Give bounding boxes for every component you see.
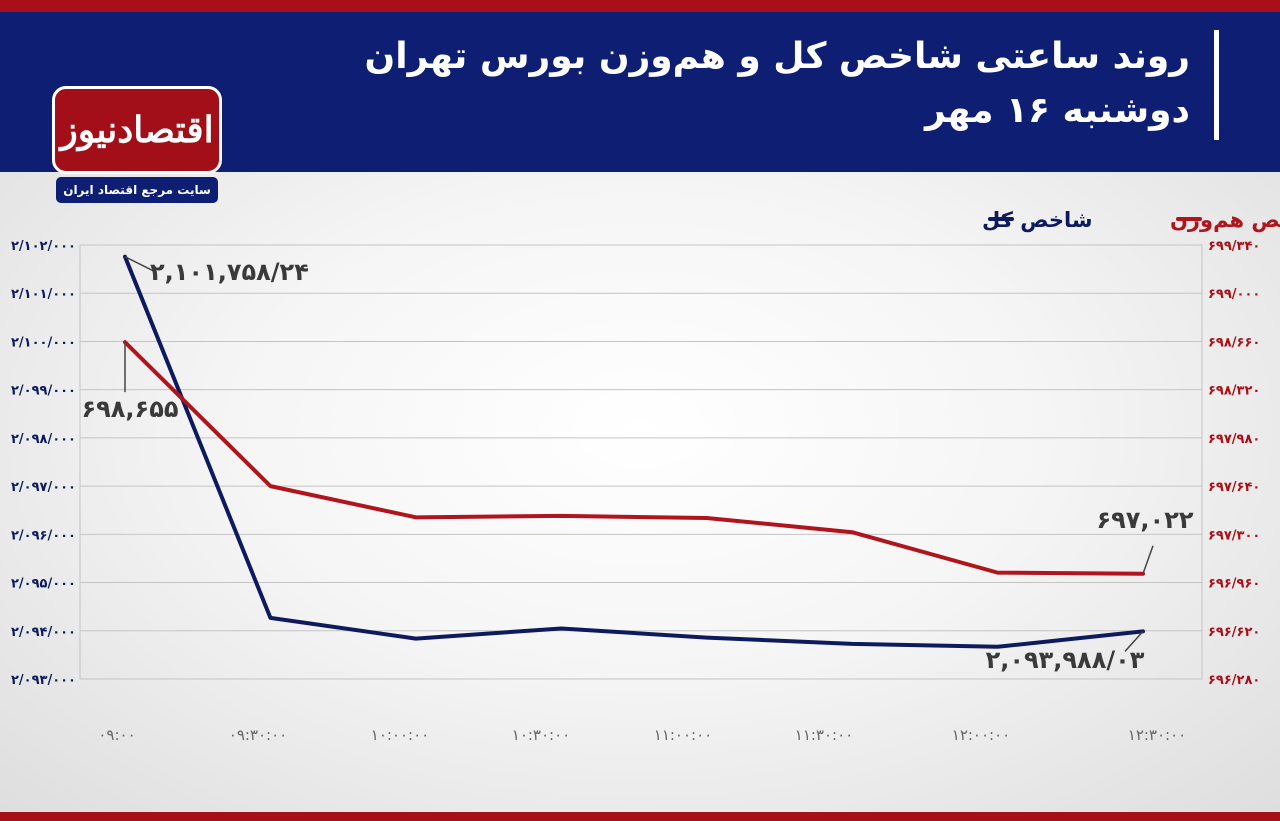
data-label: ۲,۱۰۱,۷۵۸/۲۴ [150,258,309,286]
right-axis-tick-label: ۶۹۶/۲۸۰ [1208,673,1260,688]
left-axis-tick-label: ۲/۰۹۳/۰۰۰ [11,673,76,688]
right-axis-tick-label: ۶۹۹/۰۰۰ [1208,287,1260,302]
data-label: ۶۹۷,۰۲۲ [1096,506,1193,534]
chart-subtitle-date: دوشنبه ۱۶ مهر [925,90,1190,131]
left-axis-tick-label: ۲/۰۹۷/۰۰۰ [11,480,76,495]
left-axis-tick-label: ۲/۱۰۲/۰۰۰ [11,239,76,254]
x-axis-tick-label: ۱۰:۳۰:۰۰ [512,726,570,744]
x-axis-tick-label: ۰۹:۰۰ [98,726,135,744]
annotation-leader-line [1124,630,1144,652]
data-label: ۲,۰۹۳,۹۸۸/۰۳ [986,646,1145,674]
right-axis-tick-label: ۶۹۷/۳۰۰ [1208,528,1260,543]
data-label: ۶۹۸,۶۵۵ [81,395,178,423]
logo-text: اقتصادنیوز [60,109,214,151]
left-axis-tick-label: ۲/۱۰۰/۰۰۰ [11,335,76,350]
x-axis-tick-label: ۱۱:۰۰:۰۰ [654,726,712,744]
right-axis-tick-label: ۶۹۹/۳۴۰ [1208,239,1260,254]
x-axis-tick-label: ۰۹:۳۰:۰۰ [229,726,287,744]
legend-item-equal-weight-index-label: شاخص هم‌وزن [1170,208,1280,232]
left-axis-tick-label: ۲/۰۹۶/۰۰۰ [11,528,76,543]
annotation-leader-line [1142,545,1154,575]
right-axis-tick-label: ۶۹۶/۶۲۰ [1208,625,1260,640]
bottom-stripe [0,812,1280,821]
series-line-total-index [123,254,1145,649]
right-axis-tick-label: ۶۹۶/۹۶۰ [1208,577,1260,592]
left-axis-tick-label: ۲/۰۹۵/۰۰۰ [11,577,76,592]
legend-item-total-index-label: شاخص کل [982,208,1093,232]
right-axis-tick-label: ۶۹۷/۶۴۰ [1208,480,1260,495]
x-axis-tick-label: ۱۰:۰۰:۰۰ [371,726,429,744]
chart-background [0,172,1280,812]
series-line-equal-weight-index [123,340,1145,576]
x-axis-tick-label: ۱۲:۳۰:۰۰ [1128,726,1186,744]
right-axis-tick-label: ۶۹۸/۶۶۰ [1208,335,1260,350]
left-axis-tick-label: ۲/۰۹۹/۰۰۰ [11,384,76,399]
right-axis-tick-label: ۶۹۷/۹۸۰ [1208,432,1260,447]
annotation-leader-line [124,255,154,272]
chart-title: روند ساعتی شاخص کل و هم‌وزن بورس تهران [364,36,1190,77]
x-axis-tick-label: ۱۲:۰۰:۰۰ [952,726,1010,744]
logo-tagline: سایت مرجع اقتصاد ایران [56,177,218,203]
top-stripe [0,0,1280,12]
logo: اقتصادنیوز [52,86,222,174]
title-divider [1214,30,1219,140]
right-axis-tick-label: ۶۹۸/۳۲۰ [1208,384,1260,399]
left-axis-tick-label: ۲/۰۹۴/۰۰۰ [11,625,76,640]
left-axis-tick-label: ۲/۱۰۱/۰۰۰ [11,287,76,302]
x-axis-tick-label: ۱۱:۳۰:۰۰ [795,726,853,744]
left-axis-tick-label: ۲/۰۹۸/۰۰۰ [11,432,76,447]
